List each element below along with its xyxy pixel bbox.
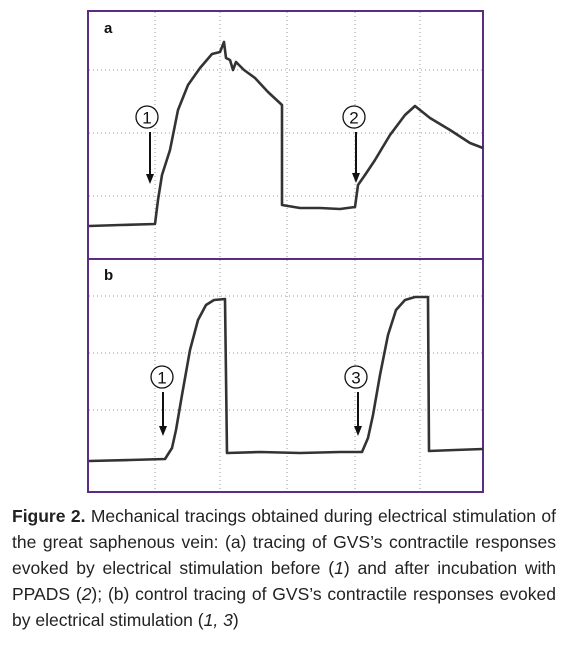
caption-text: ); (b) control tracing of GVS’s contract… bbox=[12, 584, 556, 630]
marker-label: 2 bbox=[349, 109, 358, 128]
panel-label: a bbox=[104, 20, 113, 37]
caption-ref: 2 bbox=[81, 584, 92, 604]
caption-ref: 1, 3 bbox=[203, 610, 233, 630]
caption-label: Figure 2. bbox=[12, 506, 86, 526]
trace-b bbox=[88, 295, 484, 463]
marker: 1 bbox=[135, 105, 159, 184]
figure-frame bbox=[87, 10, 484, 493]
marker: 1 bbox=[150, 365, 174, 436]
marker-label: 1 bbox=[157, 369, 166, 388]
marker-label: 1 bbox=[142, 109, 151, 128]
caption: Figure 2. Mechanical tracings obtained d… bbox=[12, 503, 556, 633]
caption-text: ) bbox=[232, 610, 239, 630]
caption-ref: 1 bbox=[334, 558, 344, 578]
marker: 2 bbox=[342, 105, 366, 183]
trace-a bbox=[88, 40, 484, 228]
caption-text: Mechanical tracings obtained during elec… bbox=[12, 506, 556, 578]
marker: 3 bbox=[344, 365, 368, 436]
figure: a b 1 2 1 3 bbox=[87, 10, 484, 493]
panel-label: b bbox=[104, 267, 113, 284]
marker-label: 3 bbox=[351, 369, 360, 388]
caption-text: ) and after incubation with PPADS ( bbox=[12, 558, 556, 604]
